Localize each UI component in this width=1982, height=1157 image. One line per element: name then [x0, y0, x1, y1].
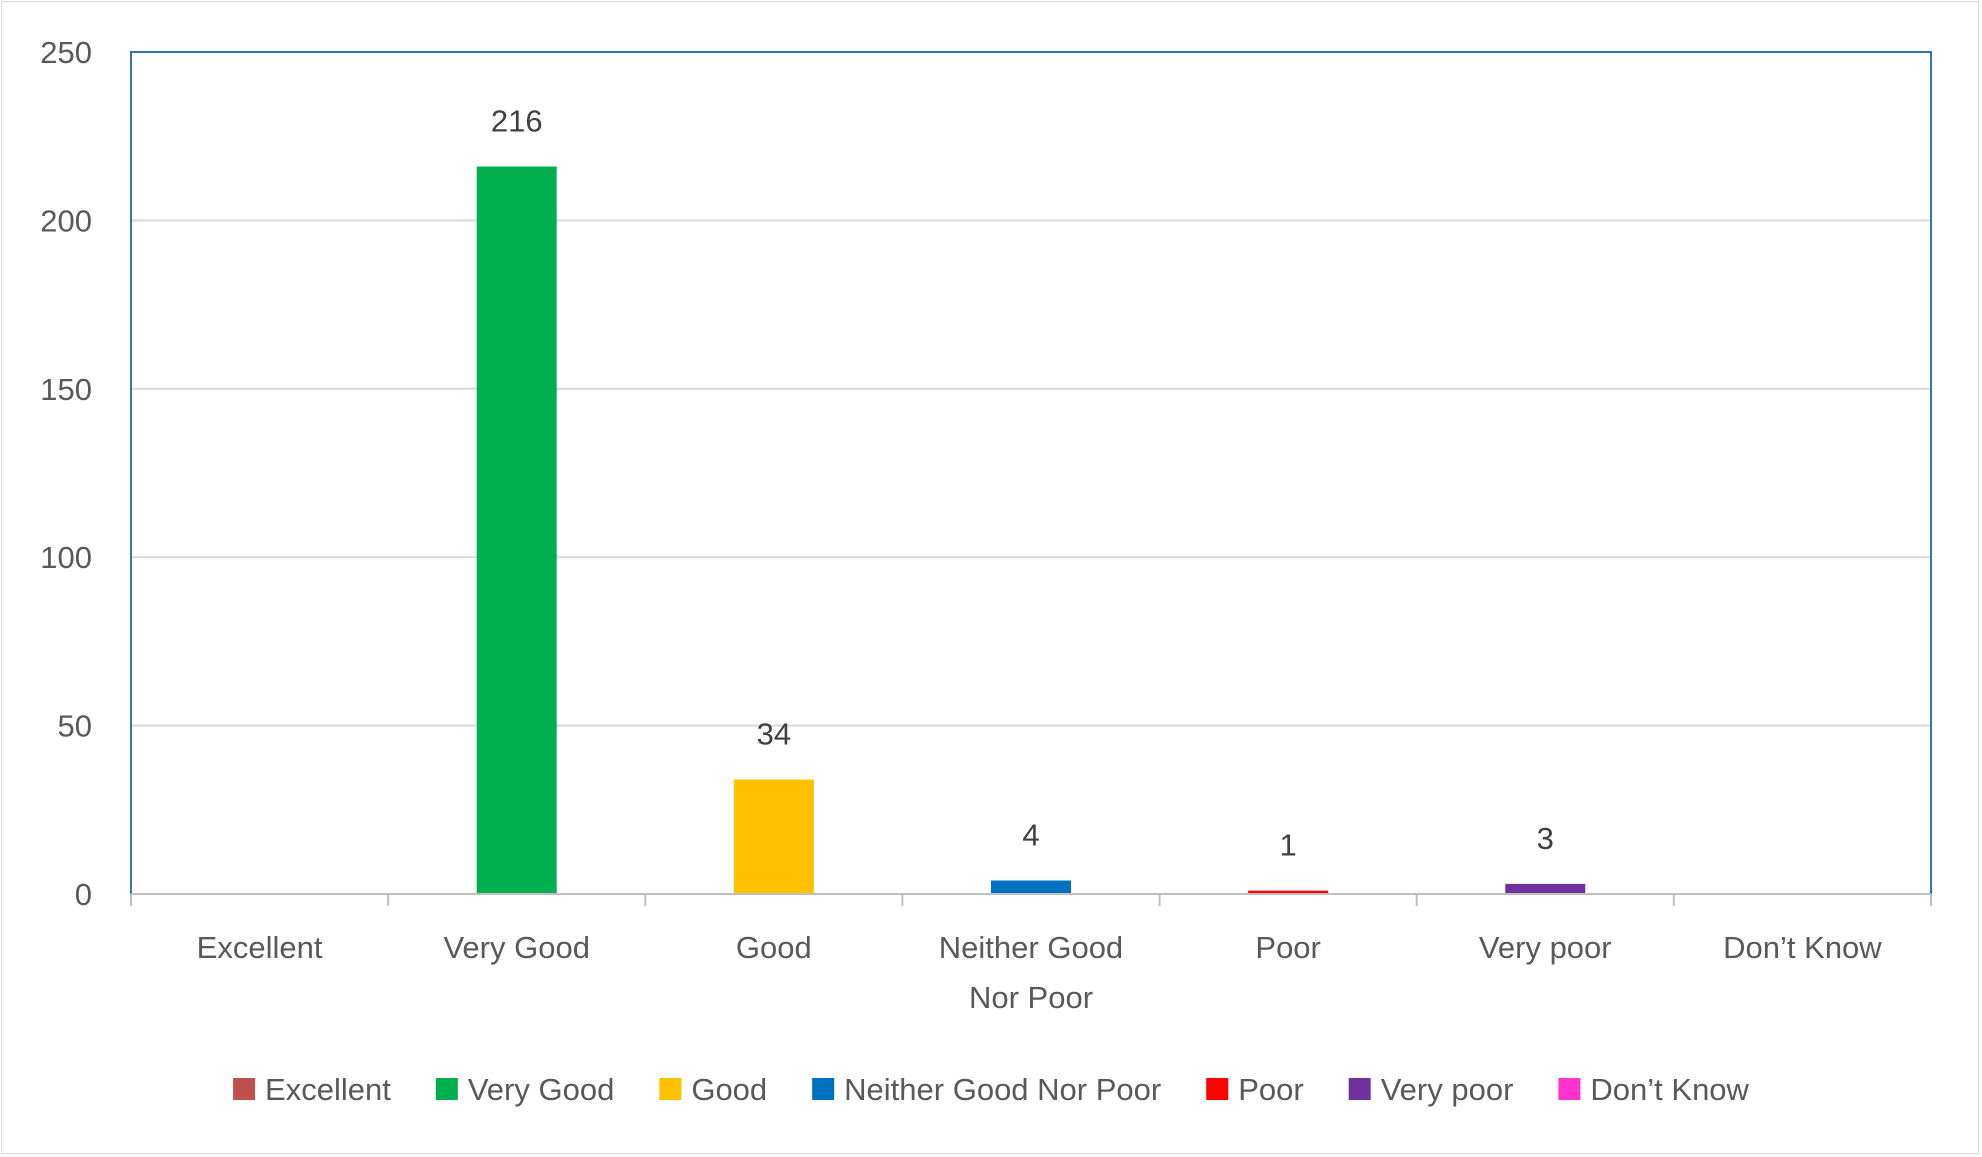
legend-item-don-t-know: Don’t Know [1558, 1072, 1750, 1107]
legend: Excellent Very Good Good Neither Good Nor P… [233, 1072, 1750, 1107]
y-tick-labels: 0 50 100 150 200 250 [40, 35, 92, 912]
legend-swatch [1558, 1078, 1581, 1100]
legend-label: Very poor [1381, 1072, 1514, 1107]
legend-swatch [233, 1078, 256, 1100]
legend-item-very-poor: Very poor [1348, 1072, 1514, 1107]
x-tick-label: Poor [1255, 930, 1320, 965]
legend-label: Very Good [468, 1072, 614, 1107]
y-tick-label: 250 [40, 35, 92, 70]
y-tick-label: 150 [40, 372, 92, 407]
legend-label: Don’t Know [1590, 1072, 1749, 1107]
legend-label: Excellent [265, 1072, 391, 1107]
plot-area-border [130, 51, 1932, 895]
bars [476, 166, 1586, 895]
data-label: 3 [1537, 821, 1554, 856]
y-tick-label: 50 [58, 709, 92, 744]
x-tick-label: Don’t Know [1723, 930, 1882, 965]
legend-item-excellent: Excellent [233, 1072, 391, 1107]
x-tick-labels: Excellent Very Good Good Neither Good Nor Po… [197, 930, 1883, 1015]
gridlines [131, 219, 1931, 727]
data-labels: 216 34 4 1 3 [491, 104, 1554, 863]
legend-item-very-good: Very Good [435, 1072, 614, 1107]
bar-poor [1248, 890, 1329, 894]
legend-swatch [1348, 1078, 1371, 1100]
legend-label: Good [691, 1072, 767, 1107]
bar-very-good [476, 166, 557, 895]
y-tick-label: 200 [40, 203, 92, 238]
bar-neither-good-nor-poor [991, 880, 1071, 894]
x-tick-label: Very poor [1479, 930, 1612, 965]
legend-swatch [1206, 1078, 1229, 1100]
legend-item-neither-good-nor-poor: Neither Good Nor Poor [812, 1072, 1161, 1107]
legend-swatch [659, 1078, 682, 1100]
x-tick-label: Excellent [197, 930, 323, 965]
legend-swatch [435, 1078, 458, 1100]
data-label: 1 [1280, 828, 1297, 863]
legend-item-poor: Poor [1206, 1072, 1304, 1107]
x-tick-label: Neither Good [939, 930, 1123, 965]
x-tick-label: Very Good [443, 930, 589, 965]
legend-label: Neither Good Nor Poor [844, 1072, 1161, 1107]
bar-good [733, 779, 814, 894]
data-label: 34 [757, 716, 791, 751]
data-label: 216 [491, 104, 543, 139]
bar-very-poor [1505, 883, 1586, 894]
y-tick-label: 100 [40, 540, 92, 575]
legend-item-good: Good [659, 1072, 767, 1107]
legend-swatch [812, 1078, 835, 1100]
y-tick-label: 0 [75, 877, 92, 912]
legend-label: Poor [1238, 1072, 1303, 1107]
x-tick-label: Nor Poor [969, 980, 1093, 1015]
x-tick-label: Good [736, 930, 812, 965]
axes [130, 893, 1932, 906]
data-label: 4 [1022, 818, 1039, 853]
